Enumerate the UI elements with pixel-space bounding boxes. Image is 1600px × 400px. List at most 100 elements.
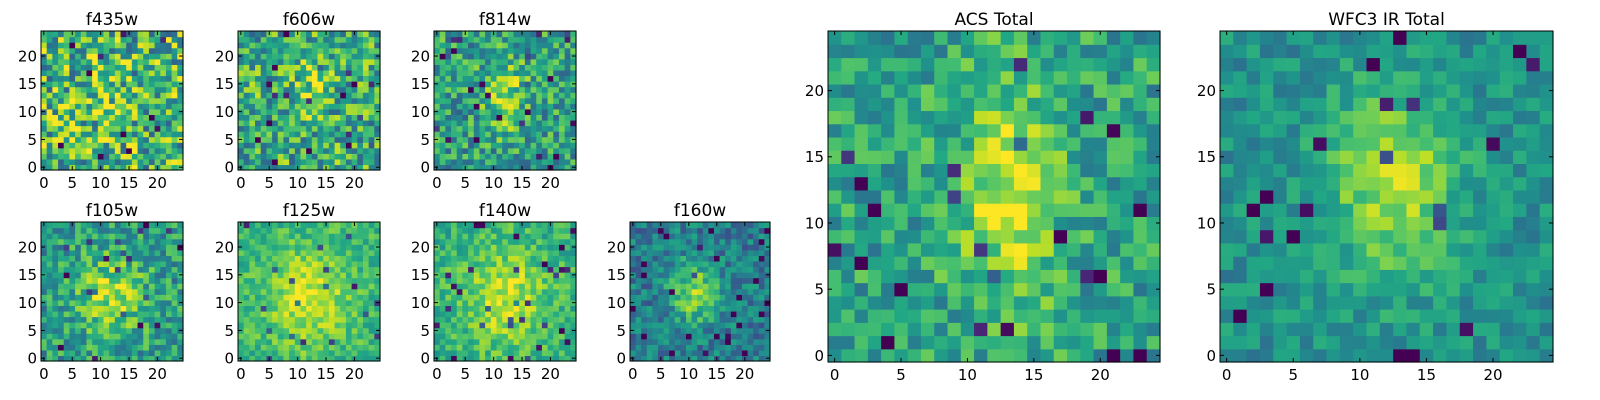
heatmap-cell — [165, 81, 173, 88]
heatmap-cell — [841, 282, 856, 297]
heatmap-cell — [697, 249, 704, 256]
heatmap-cell — [570, 310, 577, 318]
heatmap-cell — [260, 322, 267, 329]
heatmap-cell — [867, 216, 882, 231]
heatmap-cell — [109, 222, 116, 229]
heatmap-cell — [513, 299, 520, 306]
heatmap-cell — [109, 158, 116, 166]
heatmap-cell — [1000, 216, 1015, 231]
heatmap-cell — [75, 299, 82, 306]
heatmap-cell — [630, 344, 637, 351]
heatmap-cell — [249, 158, 256, 166]
heatmap-cell — [63, 47, 70, 54]
heatmap-cell — [663, 338, 670, 345]
heatmap-cell — [536, 125, 543, 132]
heatmap-cell — [357, 164, 364, 171]
heatmap-cell — [272, 142, 279, 149]
heatmap-cell — [63, 131, 70, 138]
heatmap-cell — [368, 31, 375, 38]
heatmap-cell — [570, 86, 577, 93]
heatmap-cell — [490, 344, 498, 351]
heatmap-cell — [541, 227, 549, 234]
heatmap-cell — [686, 338, 693, 345]
heatmap-cell — [238, 119, 245, 127]
heatmap-cell — [725, 255, 732, 262]
heatmap-cell — [570, 147, 577, 154]
heatmap-cell — [58, 75, 65, 82]
heatmap-cell — [249, 255, 256, 262]
heatmap-cell — [255, 305, 262, 312]
heatmap-cell — [328, 255, 336, 262]
heatmap-cell — [126, 316, 133, 323]
heatmap-cell — [52, 119, 59, 127]
heatmap-cell — [345, 97, 353, 104]
heatmap-cell — [148, 344, 156, 351]
heatmap-cell — [564, 333, 571, 340]
heatmap-cell — [635, 316, 642, 323]
heatmap-cell — [171, 255, 178, 262]
heatmap-cell — [160, 114, 167, 121]
heatmap-cell — [702, 244, 709, 251]
heatmap-cell — [1067, 269, 1081, 284]
heatmap-cell — [63, 266, 70, 273]
heatmap-cell — [513, 294, 520, 301]
heatmap-cell — [462, 75, 469, 82]
heatmap-cell — [530, 338, 537, 345]
heatmap-cell — [289, 288, 296, 295]
heatmap-cell — [328, 75, 336, 82]
heatmap-cell — [154, 233, 161, 240]
heatmap-cell — [920, 335, 935, 350]
heatmap-cell — [708, 249, 715, 256]
heatmap-cell — [317, 272, 324, 279]
heatmap-cell — [277, 58, 285, 65]
heatmap-cell — [328, 153, 336, 160]
heatmap-cell — [317, 108, 324, 115]
heatmap-cell — [306, 92, 313, 99]
heatmap-cell — [143, 36, 150, 43]
heatmap-cell — [328, 327, 336, 334]
heatmap-cell — [867, 309, 882, 323]
heatmap-cell — [80, 158, 88, 166]
heatmap-cell — [160, 255, 167, 262]
heatmap-cell — [502, 349, 509, 357]
heatmap-cell — [75, 75, 82, 82]
heatmap-cell — [553, 158, 560, 166]
x-tick-label: 10 — [484, 174, 503, 192]
heatmap-cell — [439, 310, 446, 318]
heatmap-cell — [334, 81, 341, 88]
heatmap-cell — [131, 114, 139, 121]
heatmap-cell — [317, 355, 324, 362]
heatmap-cell — [143, 283, 150, 290]
heatmap-cell — [41, 69, 48, 77]
heatmap-cell — [58, 333, 65, 340]
heatmap-cell — [519, 249, 526, 256]
heatmap-cell — [473, 158, 481, 166]
heatmap-cell — [530, 36, 537, 43]
heatmap-cell — [570, 125, 577, 132]
heatmap-cell — [328, 58, 336, 65]
heatmap-cell — [451, 114, 458, 121]
heatmap-cell — [311, 288, 319, 295]
heatmap-cell — [306, 58, 313, 65]
heatmap-cell — [368, 108, 375, 115]
heatmap-cell — [249, 222, 256, 229]
heatmap-cell — [255, 244, 262, 251]
heatmap-cell — [238, 125, 245, 132]
heatmap-cell — [323, 277, 330, 284]
heatmap-cell — [75, 266, 82, 273]
heatmap-cell — [496, 355, 503, 362]
heatmap-cell — [462, 58, 469, 65]
heatmap-cell — [334, 53, 341, 60]
heatmap-cell — [451, 266, 458, 273]
heatmap-cell — [445, 64, 452, 71]
heatmap-cell — [451, 316, 458, 323]
heatmap-cell — [283, 86, 290, 93]
heatmap-cell — [137, 310, 144, 318]
heatmap-cell — [725, 266, 732, 273]
heatmap-cell — [553, 227, 560, 234]
heatmap-cell — [686, 299, 693, 306]
heatmap-cell — [742, 338, 749, 345]
heatmap-cell — [669, 238, 676, 245]
heatmap-cell — [1080, 295, 1095, 310]
heatmap-cell — [311, 153, 319, 160]
